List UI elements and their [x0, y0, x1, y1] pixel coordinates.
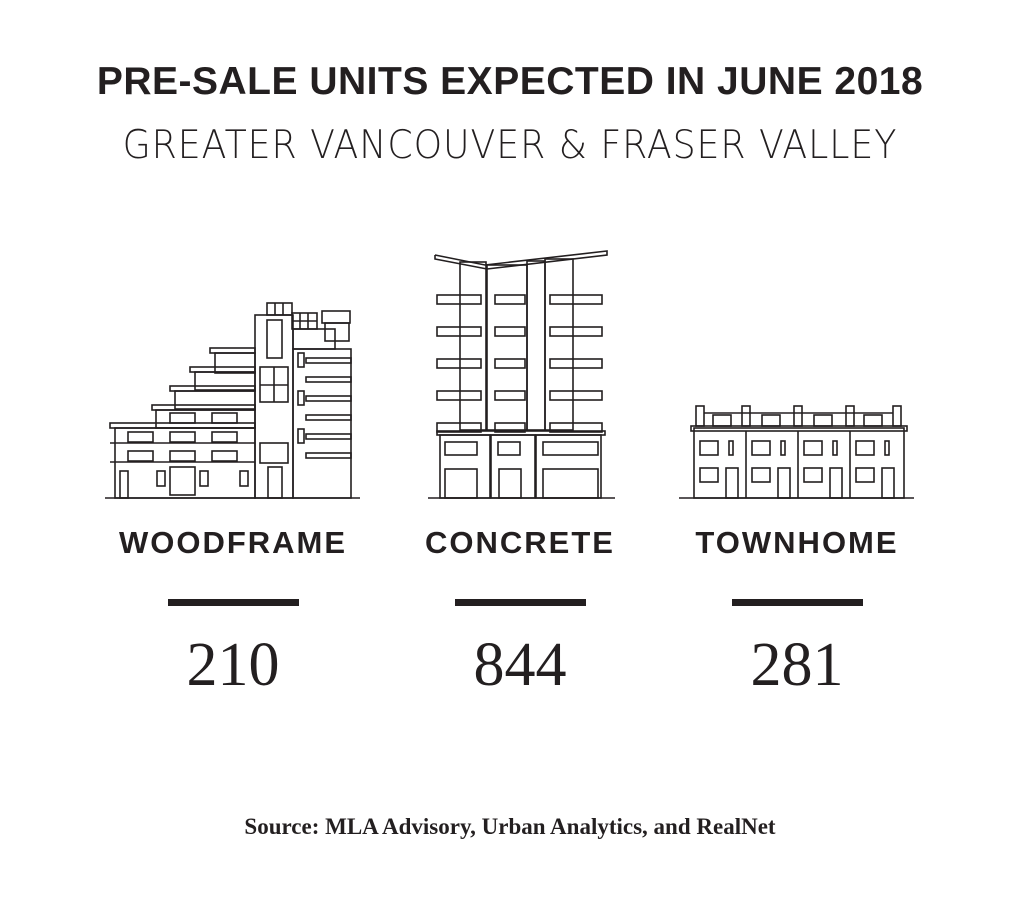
woodframe-building-icon — [105, 302, 360, 499]
concrete-tower-icon — [428, 250, 615, 499]
source-note: Source: MLA Advisory, Urban Analytics, a… — [244, 814, 776, 839]
category-label-townhome: TOWNHOME — [695, 525, 899, 560]
value-woodframe: 210 — [186, 631, 280, 699]
value-concrete: 844 — [473, 631, 567, 699]
divider-concrete — [455, 599, 586, 606]
category-label-concrete: CONCRETE — [425, 525, 615, 560]
townhome-row-icon — [679, 405, 914, 499]
category-label-woodframe: WOODFRAME — [118, 525, 348, 560]
page-subtitle: GREATER VANCOUVER & FRASER VALLEY — [122, 123, 898, 168]
value-townhome: 281 — [750, 631, 844, 699]
divider-townhome — [732, 599, 863, 606]
page-title: PRE-SALE UNITS EXPECTED IN JUNE 2018 — [96, 60, 924, 103]
divider-woodframe — [168, 599, 299, 606]
